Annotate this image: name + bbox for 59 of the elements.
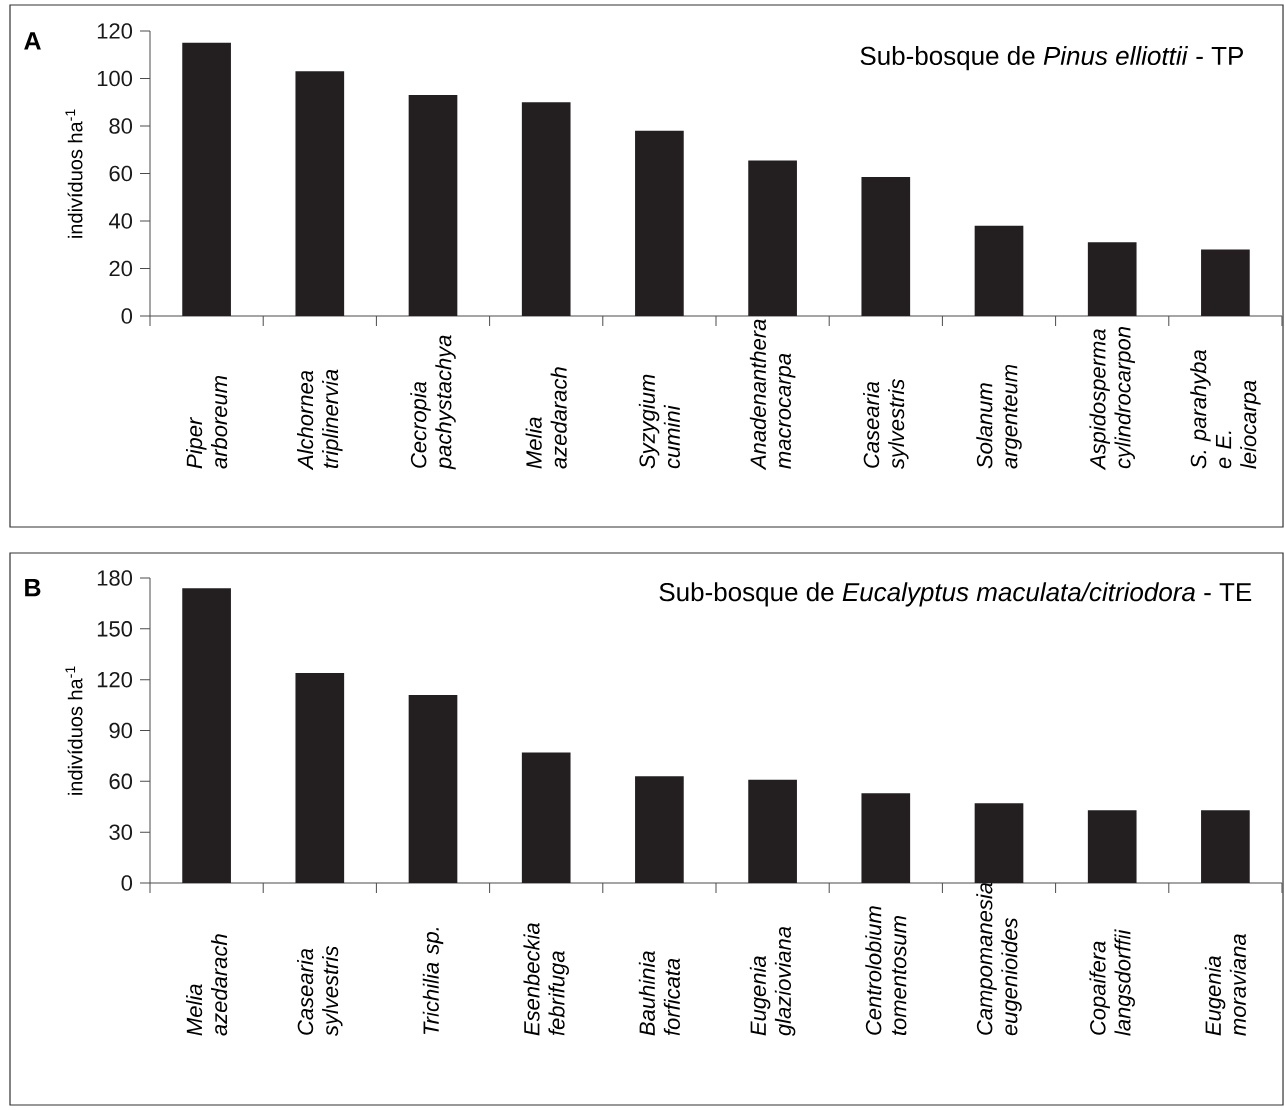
bar [1201,249,1250,316]
x-tick-label: Casearia sylvestris [863,379,909,469]
y-tick-label: 150 [97,621,133,637]
bar [521,752,571,883]
y-tick-label: 40 [108,213,133,229]
y-tick-label: 30 [109,824,133,840]
x-tick-label: Melia azedarach [525,367,567,469]
x-tick-label: Casearia sylvestris [297,946,343,1036]
y-tick-label: 120 [97,23,133,39]
bar [748,160,797,316]
x-tick-label: Campomanesia eugenioides [976,882,1022,1036]
x-tick-label: Esenbeckia febrifuga [523,923,569,1036]
bar [295,71,345,316]
bar [748,779,797,883]
y-axis-title: indivíduos ha$^{-1}$ [65,109,83,238]
y-tick-label: 120 [97,671,133,688]
x-tick-label: Alchornea triplinervia [297,369,343,471]
bar [408,95,458,316]
y-tick-label: 80 [109,118,133,134]
x-tick-label: Aspidosperma cylindrocarpon [1089,327,1135,471]
bar [295,672,345,883]
y-tick-label: 180 [97,570,133,586]
bar [182,42,231,316]
x-tick-label: Melia azedarach [186,934,228,1036]
bar [635,130,684,316]
y-tick-label: 60 [109,165,133,182]
x-tick-label: Trichilia sp. [422,927,444,1035]
x-tick-label: Eugenia glazioviana [749,926,796,1037]
x-tick-label: Syzygium cumini [638,374,680,469]
bar [861,793,911,883]
x-tick-label: Bauhinia forficata [638,951,680,1036]
bar [1087,242,1137,316]
chart-title: Sub-bosque de Eucalyptus maculata/citriodora - TE [659,582,1252,607]
text: A [24,32,41,50]
x-tick-label: Solanum argenteum [976,364,1022,469]
y-axis-title: indivíduos ha$^{-1}$ [65,666,83,795]
y-tick-label: 0 [121,308,133,324]
bar [635,776,684,883]
y-tick-label: 20 [109,260,133,277]
y-tick-label: 0 [121,875,133,891]
bar [974,225,1024,316]
y-tick-label: 100 [97,70,133,87]
bar [1201,810,1250,883]
bar [1087,810,1137,883]
bar [521,102,571,316]
x-tick-label: Piper arboreum [186,375,228,469]
bar [861,177,911,316]
text: Sub-bosque de Pinus elliottii - TP [860,46,1243,71]
bar [408,694,458,883]
y-tick-label: 90 [109,722,133,739]
y-tick-label: 60 [109,773,133,790]
x-tick-label: Eugenia moraviana [1204,934,1246,1036]
bar [974,803,1024,883]
x-tick-label: Anadenanthera macrocarpa [749,319,796,471]
x-tick-label: Cecropia pachystachya [410,335,456,470]
bar [182,588,231,883]
text: B [25,578,41,597]
x-tick-label: Copaifera langsdorffii [1089,929,1135,1036]
x-tick-label: S. parahyba e E. leiocarpa [1190,349,1261,469]
